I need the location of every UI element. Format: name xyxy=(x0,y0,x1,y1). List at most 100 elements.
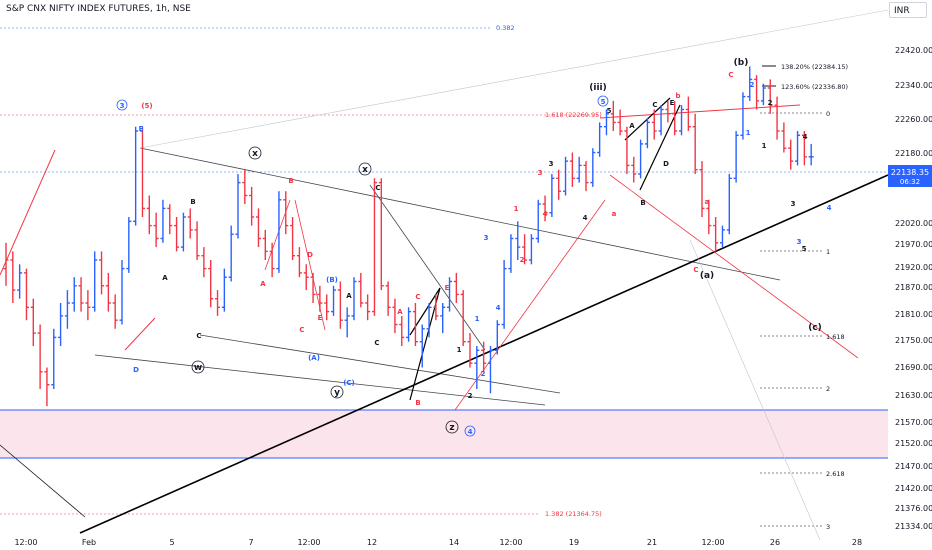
candle xyxy=(44,367,50,407)
candle xyxy=(249,186,255,226)
candle xyxy=(474,346,480,389)
candle xyxy=(78,277,84,312)
wave-label: 3 xyxy=(120,102,125,110)
wave-label: 3 xyxy=(797,238,802,246)
wave-label: 5 xyxy=(802,245,807,253)
wave-label: (C) xyxy=(343,379,355,387)
wave-label: 2 xyxy=(520,256,525,264)
level-label: 1.618 xyxy=(826,333,845,341)
wave-label: 4 xyxy=(827,204,832,212)
candle xyxy=(235,174,241,239)
wave-label: C xyxy=(728,71,733,79)
candle xyxy=(30,298,36,346)
candle xyxy=(747,66,753,101)
x-axis: 12:00 Feb 5 7 12:00 12 14 12:00 19 21 12:00 26 28 xyxy=(14,538,862,547)
candle xyxy=(692,113,698,174)
wave-label: C xyxy=(652,101,657,109)
wave-label: D xyxy=(307,251,313,259)
candle xyxy=(317,285,323,312)
wave-label: B xyxy=(288,177,293,185)
x-tick-label: 21 xyxy=(647,538,657,547)
candle xyxy=(679,105,685,136)
x-tick-label: 12:00 xyxy=(701,538,724,547)
y-tick-label: 21750.00 xyxy=(895,336,932,345)
candle xyxy=(310,272,316,303)
demand-zone xyxy=(0,410,888,458)
x-tick-label: 12:00 xyxy=(14,538,37,547)
level-label: 2 xyxy=(826,385,830,393)
wave-label: (A) xyxy=(308,354,320,362)
candle xyxy=(146,195,152,235)
candle xyxy=(228,225,234,282)
wave-label: 4 xyxy=(803,133,808,141)
wave-circle xyxy=(464,425,476,437)
wave-label: 5 xyxy=(607,107,612,115)
y-tick-label: 22260.00 xyxy=(895,115,932,124)
wave-label: 4 xyxy=(496,304,501,312)
candle xyxy=(494,320,500,355)
wave-label: B xyxy=(415,399,420,407)
candle xyxy=(508,234,514,273)
wave-label: (5) xyxy=(141,102,152,110)
wave-label: 3 xyxy=(538,169,543,177)
y-tick-label: 21630.00 xyxy=(895,391,932,400)
candle xyxy=(651,109,657,140)
wave-label: 3 xyxy=(484,234,489,242)
currency-selector[interactable]: INR xyxy=(889,2,927,18)
candle xyxy=(788,139,794,170)
candle xyxy=(105,272,111,312)
wave-label: a xyxy=(612,210,617,218)
wave-circle xyxy=(330,385,344,399)
wave-label: 2 xyxy=(750,81,755,89)
y-tick-label: 21470.00 xyxy=(895,462,932,471)
wave-label: (a) xyxy=(700,271,714,281)
candle xyxy=(603,109,609,136)
candle xyxy=(549,174,555,217)
candle xyxy=(153,212,159,248)
candle xyxy=(453,272,459,303)
x-tick-label: 14 xyxy=(449,538,459,547)
candle xyxy=(64,290,70,329)
wave-labels: 0.382 1.618 (22269.95) 1.382 (21364.75) 138… xyxy=(116,24,848,531)
candle xyxy=(419,324,425,368)
candle xyxy=(337,281,343,329)
candle xyxy=(23,268,29,321)
candle xyxy=(392,298,398,334)
wave-label: 1 xyxy=(457,346,462,354)
candle xyxy=(324,294,330,321)
wave-label: E xyxy=(670,99,675,107)
wave-label: a xyxy=(705,198,710,206)
candle xyxy=(535,199,541,243)
candle xyxy=(767,79,773,114)
candle xyxy=(399,315,405,346)
wave-label: A xyxy=(629,122,635,130)
wave-label: 2 xyxy=(481,370,486,378)
y-tick-label: 21810.00 xyxy=(895,310,932,319)
candle xyxy=(296,247,302,278)
candle xyxy=(412,303,418,346)
candle xyxy=(385,281,391,316)
candle xyxy=(542,195,548,222)
wave-label: C xyxy=(375,184,380,192)
candle xyxy=(719,225,725,248)
candle xyxy=(624,126,630,174)
candle xyxy=(3,242,9,286)
wave-label: 4 xyxy=(583,214,588,222)
candle xyxy=(201,247,207,278)
candle xyxy=(242,169,248,205)
wave-label: x xyxy=(362,165,368,175)
level-label: 0.382 xyxy=(496,24,515,32)
candle xyxy=(187,208,193,239)
price-tag-value: 22138.35 xyxy=(891,168,929,177)
candle xyxy=(610,100,616,131)
wave-label: C xyxy=(299,326,304,334)
x-tick-label: 19 xyxy=(569,538,579,547)
wave-label: (b) xyxy=(734,58,749,68)
wave-label: 4 xyxy=(468,428,473,436)
wave-circle xyxy=(358,162,372,176)
candle xyxy=(576,156,582,183)
y-tick-label: 22180.00 xyxy=(895,149,932,158)
candle xyxy=(795,131,801,166)
wave-label: E xyxy=(139,125,144,133)
